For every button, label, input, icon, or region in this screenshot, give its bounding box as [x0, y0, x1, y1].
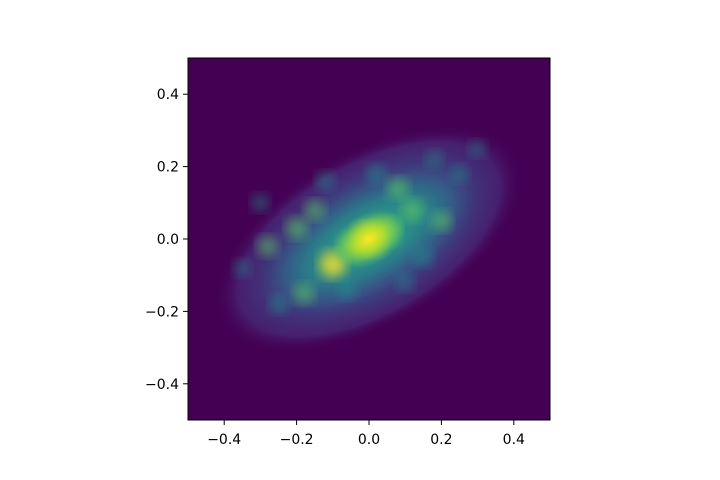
clump — [425, 150, 443, 168]
x-tick-label: 0.4 — [503, 432, 525, 448]
y-tick-label: 0.0 — [157, 232, 179, 248]
x-tick-label: −0.4 — [207, 432, 241, 448]
clump — [293, 283, 314, 304]
y-axis: 0.4 0.2 0.0 −0.2 −0.4 — [145, 87, 188, 393]
clump — [257, 236, 278, 257]
clump — [286, 217, 308, 239]
x-tick-label: −0.2 — [280, 432, 314, 448]
x-tick-label: 0.0 — [358, 432, 380, 448]
clump — [251, 194, 269, 212]
x-axis: −0.4 −0.2 0.0 0.2 0.4 — [207, 420, 525, 448]
clump — [387, 177, 409, 199]
clump — [413, 247, 433, 267]
clump — [269, 295, 288, 314]
y-tick-label: 0.2 — [157, 160, 179, 176]
clump — [234, 259, 251, 277]
x-tick-label: 0.2 — [430, 432, 452, 448]
clump — [401, 199, 424, 221]
galaxy-bulge — [332, 209, 406, 269]
clump — [366, 164, 386, 184]
clump — [396, 273, 414, 292]
clump — [304, 200, 325, 220]
clump — [469, 140, 486, 157]
clump — [431, 210, 452, 231]
galaxy-image — [215, 125, 523, 353]
clump — [337, 280, 357, 300]
clump — [316, 172, 335, 191]
y-tick-label: −0.2 — [145, 304, 179, 320]
y-tick-label: 0.4 — [157, 87, 179, 103]
y-tick-label: −0.4 — [145, 377, 179, 393]
clump — [450, 165, 469, 183]
